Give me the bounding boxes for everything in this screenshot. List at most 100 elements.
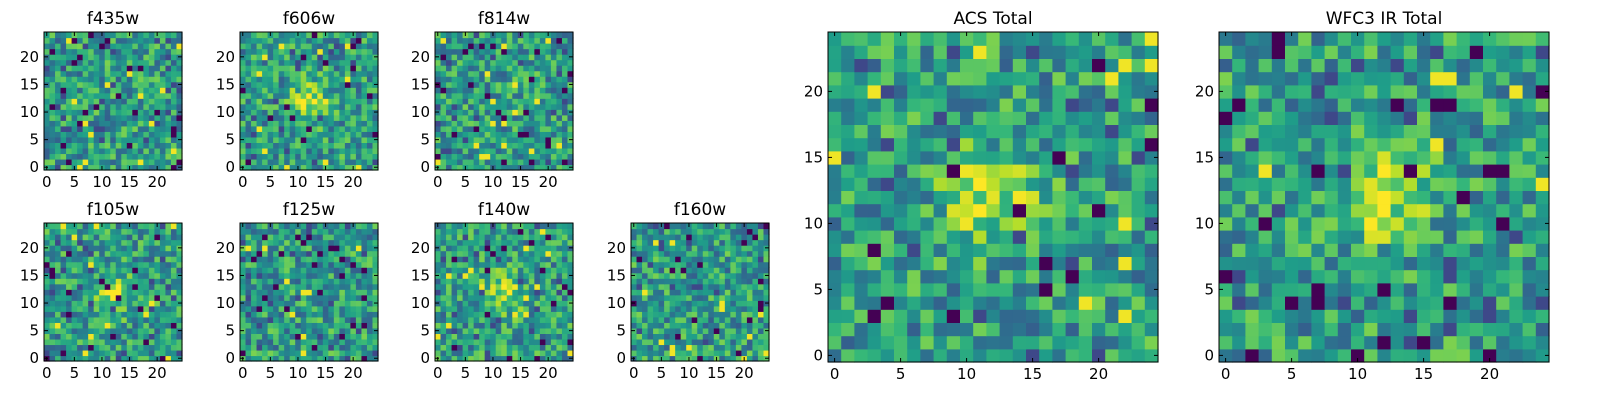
heatmap-cell xyxy=(479,59,486,66)
heatmap-cell xyxy=(170,311,178,318)
heatmap-cell xyxy=(550,48,558,55)
heatmap-cell xyxy=(115,87,122,94)
heatmap-cell xyxy=(691,234,698,241)
heatmap-cell xyxy=(154,305,161,312)
heatmap-cell xyxy=(556,158,563,166)
heatmap-cell xyxy=(894,243,908,257)
heatmap-cell xyxy=(468,333,475,340)
heatmap-cell xyxy=(300,164,307,171)
heatmap-cell xyxy=(88,338,95,346)
heatmap-cell xyxy=(545,272,552,279)
heatmap-cell xyxy=(366,305,374,312)
heatmap-cell xyxy=(322,98,329,105)
heatmap-cell xyxy=(55,131,62,138)
heatmap-cell xyxy=(372,305,379,312)
heatmap-cell xyxy=(240,87,247,94)
heatmap-cell xyxy=(240,234,247,241)
heatmap-cell xyxy=(350,278,357,285)
heatmap-cell xyxy=(501,109,508,116)
heatmap-cell xyxy=(339,223,346,230)
heatmap-cell xyxy=(322,87,329,94)
heatmap-cell xyxy=(763,261,770,268)
heatmap-cell xyxy=(724,311,731,318)
heatmap-cell xyxy=(49,250,56,257)
heatmap-cell xyxy=(658,338,665,346)
heatmap-cell xyxy=(545,250,552,257)
heatmap-cell xyxy=(110,256,117,263)
heatmap-cell xyxy=(256,338,263,346)
heatmap-cell xyxy=(653,305,660,312)
heatmap-cell xyxy=(262,355,269,362)
heatmap-cell xyxy=(366,65,374,72)
heatmap-cell xyxy=(973,296,987,310)
heatmap-cell xyxy=(88,261,95,268)
heatmap-cell xyxy=(159,59,167,66)
heatmap-cell xyxy=(730,355,737,362)
heatmap-cell xyxy=(534,283,541,290)
heatmap-cell xyxy=(93,81,100,88)
heatmap-cell xyxy=(143,311,150,318)
heatmap-cell xyxy=(110,261,117,268)
heatmap-cell xyxy=(333,261,340,268)
heatmap-cell xyxy=(121,59,128,66)
heatmap-cell xyxy=(933,256,948,271)
heatmap-cell xyxy=(93,223,100,230)
heatmap-cell xyxy=(154,239,161,246)
heatmap-cell xyxy=(867,256,882,271)
heatmap-cell xyxy=(333,311,340,318)
heatmap-cell xyxy=(473,311,480,318)
heatmap-cell xyxy=(501,355,508,362)
heatmap-cell xyxy=(361,234,368,241)
heatmap-cell xyxy=(104,239,111,246)
heatmap-cell xyxy=(317,37,324,44)
heatmap-cell xyxy=(170,43,178,50)
heatmap-cell xyxy=(680,234,687,241)
heatmap-cell xyxy=(361,70,368,77)
heatmap-cell xyxy=(350,76,357,83)
heatmap-cell xyxy=(523,316,530,323)
heatmap-cell xyxy=(121,261,128,268)
heatmap-cell xyxy=(176,120,183,127)
heatmap-cell xyxy=(60,278,67,285)
heatmap-cell xyxy=(752,294,759,301)
heatmap-cell xyxy=(528,158,535,166)
heatmap-cell xyxy=(110,48,117,55)
heatmap-cell xyxy=(556,103,563,110)
heatmap-cell xyxy=(121,81,128,88)
heatmap-cell xyxy=(479,153,486,160)
heatmap-cell xyxy=(561,316,569,323)
heatmap-cell xyxy=(556,327,563,334)
heatmap-cell xyxy=(550,333,558,340)
heatmap-cell xyxy=(115,239,122,246)
heatmap-cell xyxy=(71,283,78,290)
heatmap-cell xyxy=(752,239,759,246)
heatmap-cell xyxy=(669,267,676,274)
heatmap-cell xyxy=(44,65,51,72)
heatmap-cell xyxy=(528,272,535,279)
heatmap-cell xyxy=(245,37,252,44)
heatmap-cell xyxy=(457,109,464,116)
heatmap-cell xyxy=(894,269,908,284)
heatmap-cell xyxy=(435,289,442,296)
heatmap-cell xyxy=(986,164,1001,178)
heatmap-cell xyxy=(60,164,67,171)
heatmap-cell xyxy=(328,239,335,246)
heatmap-cell xyxy=(550,32,558,39)
heatmap-cell xyxy=(691,245,698,252)
heatmap-cell xyxy=(137,87,144,94)
heatmap-cell xyxy=(245,256,252,263)
heatmap-cell xyxy=(273,261,280,268)
heatmap-cell xyxy=(468,305,475,312)
heatmap-cell xyxy=(328,311,335,318)
heatmap-cell xyxy=(49,125,56,132)
heatmap-cell xyxy=(267,158,274,166)
heatmap-cell xyxy=(159,70,167,77)
heatmap-cell xyxy=(741,316,748,323)
heatmap-cell xyxy=(165,147,172,155)
heatmap-cell xyxy=(501,37,508,44)
heatmap-cell xyxy=(55,239,62,246)
heatmap-cell xyxy=(256,267,263,274)
heatmap-cell xyxy=(724,300,731,307)
heatmap-cell xyxy=(278,114,285,121)
heatmap-cell xyxy=(501,125,508,132)
